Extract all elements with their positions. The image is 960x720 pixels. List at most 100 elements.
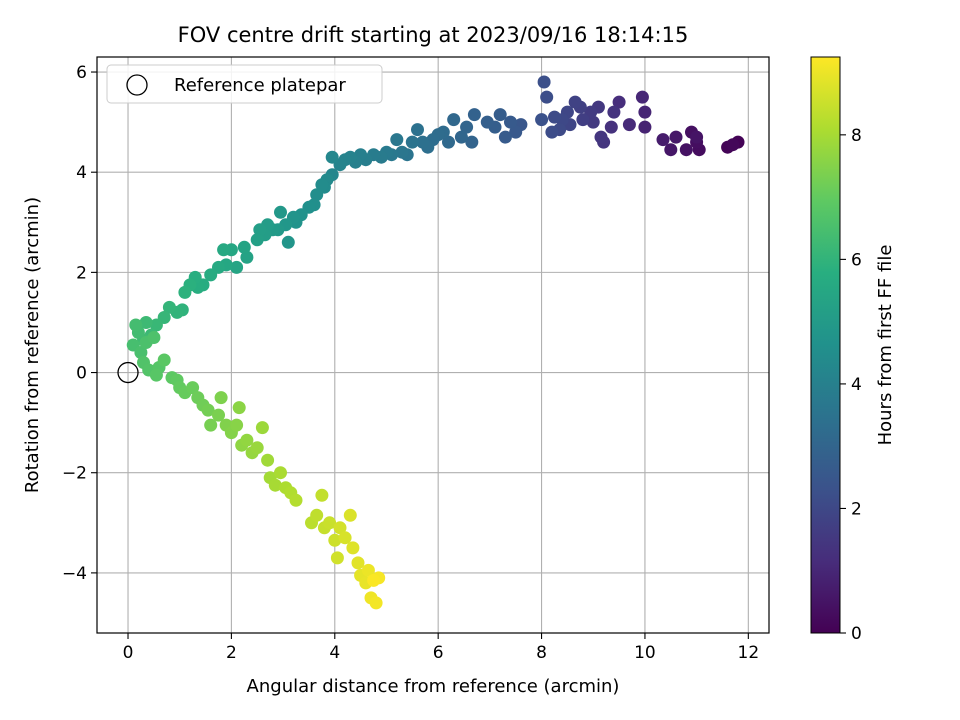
data-point bbox=[325, 150, 339, 164]
data-point bbox=[467, 108, 481, 122]
x-tick-label: 4 bbox=[329, 643, 340, 663]
data-point bbox=[509, 125, 523, 139]
x-tick-label: 6 bbox=[433, 643, 444, 663]
data-point bbox=[656, 133, 670, 147]
x-tick-label: 10 bbox=[634, 643, 656, 663]
data-point bbox=[669, 130, 683, 144]
data-point bbox=[240, 433, 254, 447]
data-point bbox=[480, 115, 494, 129]
data-point bbox=[442, 135, 455, 149]
data-point bbox=[622, 118, 636, 132]
data-point bbox=[261, 453, 275, 467]
data-point bbox=[679, 143, 693, 157]
data-point bbox=[333, 521, 347, 535]
data-point bbox=[411, 123, 424, 137]
data-point bbox=[147, 331, 161, 344]
data-point bbox=[493, 108, 507, 122]
data-point bbox=[612, 95, 626, 109]
colorbar-tick-label: 6 bbox=[851, 250, 862, 270]
legend-marker bbox=[126, 74, 148, 96]
y-tick-label: 2 bbox=[76, 263, 87, 283]
data-point bbox=[157, 353, 171, 367]
data-point bbox=[274, 205, 287, 219]
y-axis-label: Rotation from reference (arcmin) bbox=[22, 197, 43, 493]
data-point bbox=[535, 113, 549, 127]
data-point bbox=[310, 188, 324, 202]
colorbar-tick-label: 4 bbox=[851, 375, 862, 395]
data-point bbox=[328, 533, 342, 547]
data-point bbox=[237, 240, 251, 254]
legend-entry: Reference platepar bbox=[174, 75, 346, 96]
data-point bbox=[498, 130, 512, 144]
data-point bbox=[315, 488, 329, 502]
data-point bbox=[201, 403, 215, 417]
data-point bbox=[204, 268, 218, 282]
data-point bbox=[447, 113, 461, 127]
data-point bbox=[395, 145, 409, 159]
data-point bbox=[405, 135, 419, 149]
data-point bbox=[315, 178, 329, 192]
data-point bbox=[607, 105, 621, 119]
data-point bbox=[268, 478, 282, 492]
data-point bbox=[594, 130, 608, 144]
data-point bbox=[323, 516, 337, 530]
colorbar-tick-label: 8 bbox=[851, 126, 862, 146]
data-point bbox=[338, 531, 352, 545]
data-point bbox=[289, 493, 303, 507]
data-point bbox=[548, 110, 561, 124]
data-point bbox=[465, 135, 479, 149]
data-point bbox=[726, 138, 740, 152]
data-point bbox=[129, 318, 143, 332]
data-point bbox=[367, 573, 381, 587]
data-point bbox=[351, 556, 365, 570]
data-point bbox=[149, 318, 163, 332]
data-point bbox=[568, 95, 582, 109]
data-point bbox=[253, 223, 267, 237]
colorbar-tick-label: 0 bbox=[851, 624, 862, 644]
x-axis-ticks: 0 2 4 6 8 10 12 bbox=[123, 633, 760, 663]
colorbar-tick-label: 2 bbox=[851, 499, 862, 519]
reference-platepar-marker bbox=[117, 361, 139, 384]
x-tick-label: 12 bbox=[738, 643, 760, 663]
y-tick-label: −4 bbox=[62, 564, 87, 584]
colorbar-label: Hours from first FF file bbox=[875, 245, 896, 446]
data-point bbox=[230, 260, 244, 274]
data-point bbox=[416, 135, 430, 149]
x-axis-label: Angular distance from reference (arcmin) bbox=[247, 676, 620, 697]
colorbar: 0 2 4 6 8 Hours from first FF file bbox=[810, 56, 896, 644]
data-point bbox=[343, 508, 357, 522]
data-point bbox=[230, 418, 244, 432]
data-point bbox=[134, 346, 148, 359]
x-tick-label: 8 bbox=[536, 643, 547, 663]
data-points bbox=[126, 75, 745, 610]
data-point bbox=[576, 113, 590, 127]
data-point bbox=[162, 300, 176, 314]
y-axis-ticks: −4 −2 0 2 4 6 bbox=[62, 63, 97, 584]
data-point bbox=[250, 441, 264, 455]
data-point bbox=[604, 120, 618, 134]
data-point bbox=[664, 143, 678, 157]
data-point bbox=[139, 316, 153, 329]
data-point bbox=[454, 130, 468, 144]
legend-box bbox=[106, 64, 383, 104]
data-point bbox=[369, 596, 383, 610]
data-point bbox=[255, 421, 269, 435]
data-point bbox=[281, 235, 295, 249]
data-point bbox=[186, 381, 200, 395]
data-point bbox=[149, 368, 163, 382]
y-tick-label: 6 bbox=[76, 63, 87, 83]
data-point bbox=[690, 130, 704, 144]
plot-frame bbox=[96, 56, 770, 634]
data-point bbox=[586, 115, 600, 129]
y-tick-label: 0 bbox=[76, 364, 87, 384]
data-point bbox=[310, 508, 324, 522]
data-point bbox=[638, 120, 652, 134]
x-tick-label: 0 bbox=[123, 643, 134, 663]
chart-title: FOV centre drift starting at 2023/09/16 … bbox=[178, 23, 689, 47]
data-point bbox=[214, 391, 228, 405]
data-point bbox=[638, 105, 652, 119]
data-point bbox=[217, 243, 231, 257]
data-point bbox=[504, 115, 517, 129]
data-point bbox=[204, 418, 218, 432]
x-tick-label: 2 bbox=[226, 643, 237, 663]
